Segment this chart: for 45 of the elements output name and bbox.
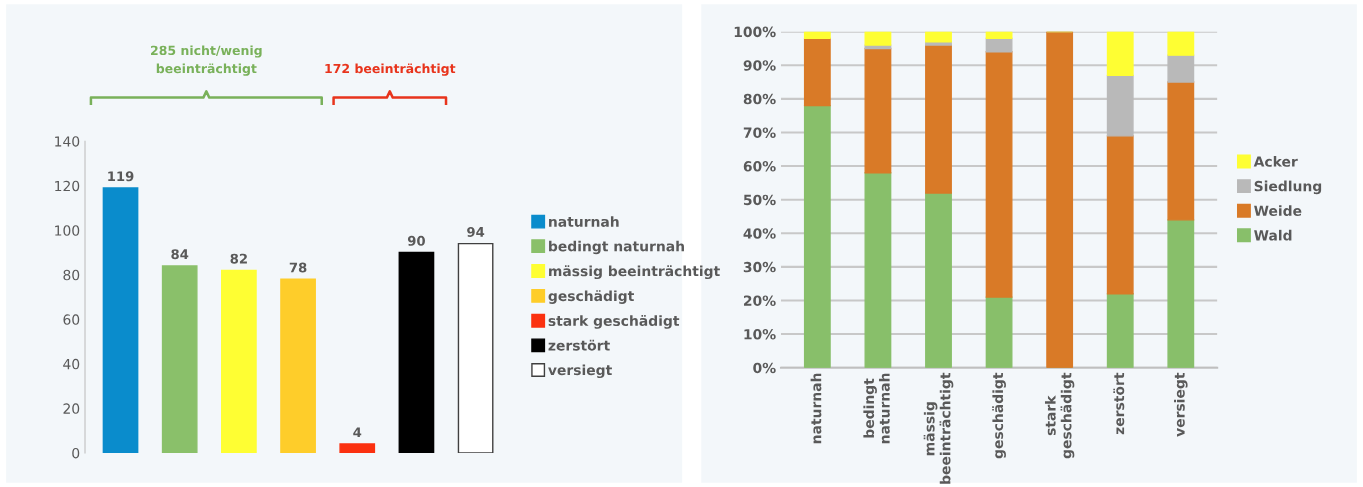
y-tick-label: 0% — [753, 362, 776, 374]
data-label: 84 — [171, 249, 189, 260]
y-tick-label: 100 — [55, 225, 80, 236]
legend-label: zerstört — [548, 339, 610, 351]
data-label: 78 — [289, 262, 307, 273]
y-tick-label: 10% — [744, 329, 776, 340]
legend-label: stark geschädigt — [548, 315, 680, 329]
x-tick-label: naturnah — [810, 373, 822, 444]
y-tick-label: 140 — [55, 136, 80, 147]
legend-label: Siedlung — [1254, 180, 1322, 195]
legend-label: Acker — [1253, 156, 1298, 167]
y-tick-label: 20% — [743, 295, 776, 306]
x-tick-label: versiegt — [1174, 372, 1188, 437]
y-tick-label: 30% — [743, 261, 776, 273]
legend-label: Weide — [1254, 205, 1302, 217]
y-tick-label: 40% — [743, 228, 776, 239]
y-tick-label: 80% — [743, 93, 776, 105]
y-tick-label: 40 — [63, 358, 80, 370]
y-tick-label: 20 — [63, 403, 80, 414]
data-label: 4 — [353, 427, 362, 438]
x-tick-label: geschädigt — [992, 372, 1006, 459]
data-label: 119 — [108, 171, 134, 182]
legend-label: bedingt naturnah — [549, 240, 684, 255]
data-label: 94 — [467, 226, 485, 237]
data-label: 90 — [407, 235, 425, 246]
legend-label: naturnah — [549, 216, 619, 227]
x-tick-label: mässig beeinträchtigt — [923, 372, 954, 484]
legend-label: Wald — [1254, 229, 1292, 241]
y-tick-label: 70% — [743, 127, 776, 138]
data-label: 82 — [230, 253, 247, 264]
x-tick-label: zerstört — [1113, 372, 1125, 435]
text: 172 beeinträchtigt — [325, 63, 456, 76]
y-tick-label: 50% — [743, 194, 776, 206]
legend-label: geschädigt — [548, 290, 634, 304]
legend-label: mässig beeinträchtigt — [549, 265, 720, 280]
x-tick-label: stark geschädigt — [1044, 372, 1075, 459]
y-tick-label: 60 — [63, 314, 80, 325]
y-tick-label: 90% — [743, 60, 776, 71]
y-tick-label: 0 — [72, 447, 80, 459]
x-tick-label: bedingt naturnah — [863, 373, 890, 444]
y-tick-label: 80 — [63, 269, 80, 281]
text: 285 nicht/wenig beeinträchtigt — [151, 45, 262, 76]
y-tick-label: 60% — [743, 161, 776, 172]
y-tick-label: 100% — [734, 26, 776, 38]
y-tick-label: 120 — [55, 180, 80, 192]
